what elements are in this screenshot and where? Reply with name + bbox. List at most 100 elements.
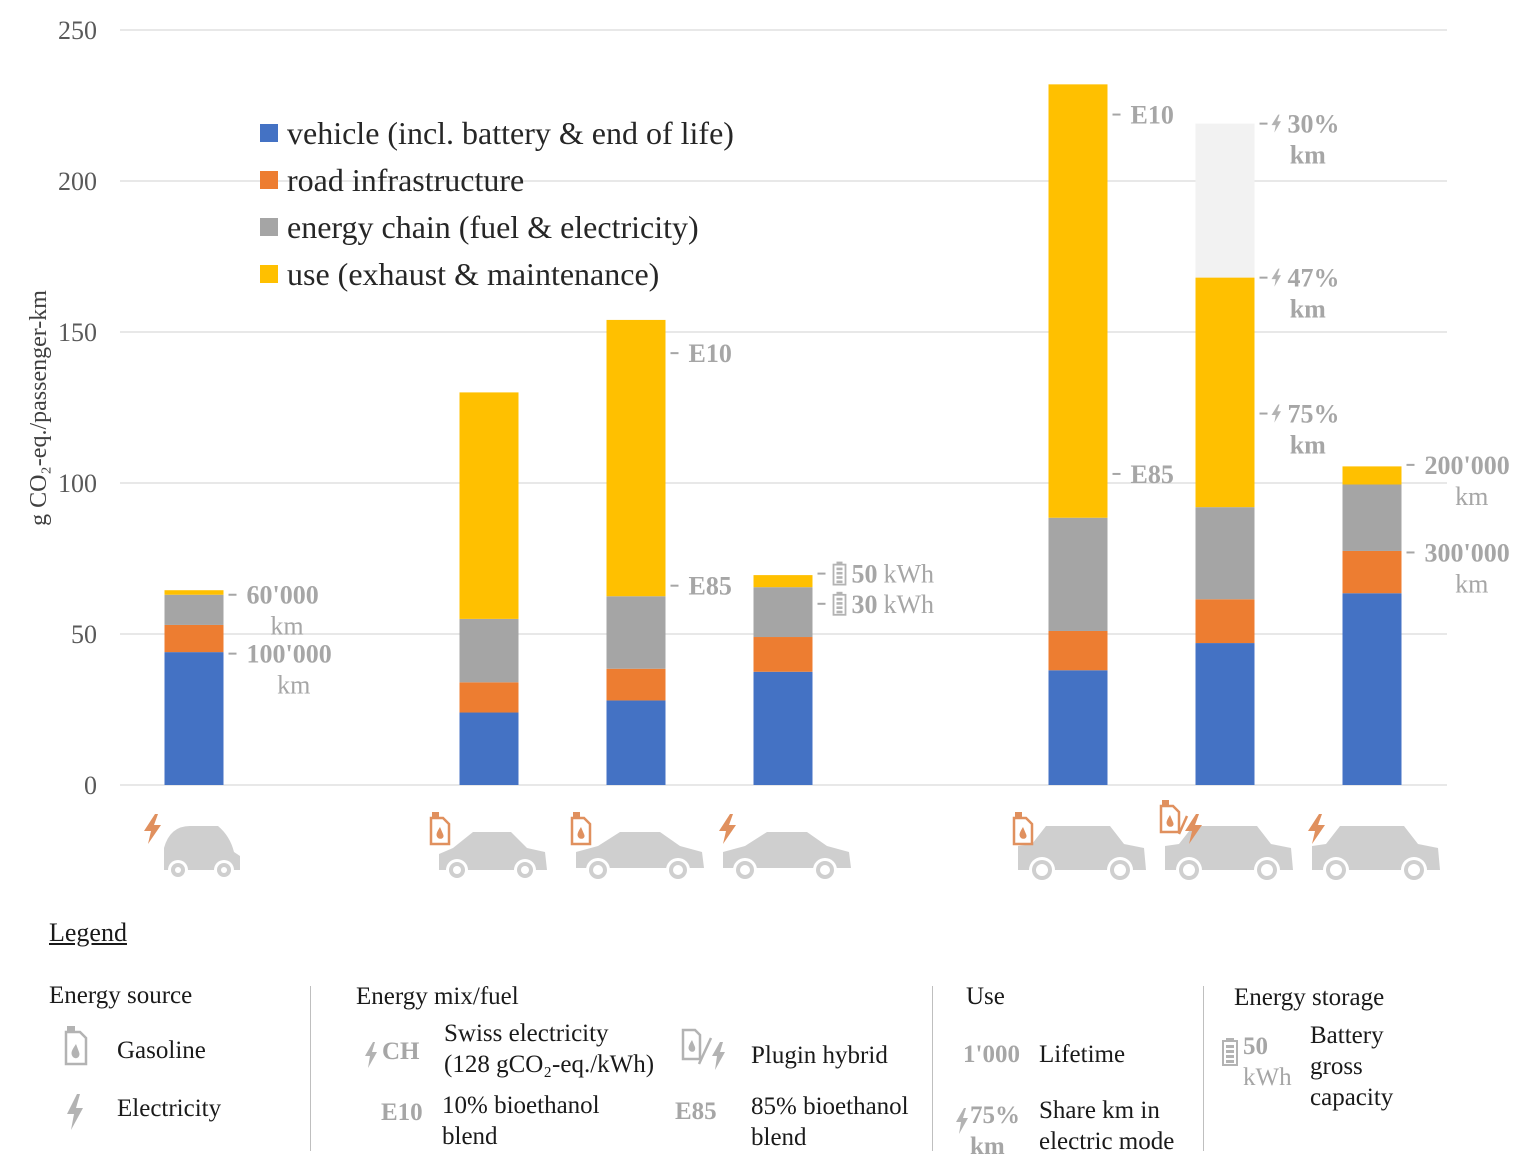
- storage-line3: capacity: [1310, 1084, 1394, 1111]
- annotation-label: 47%: [1288, 264, 1340, 293]
- swiss-electricity-line1: Swiss electricity: [444, 1020, 609, 1047]
- annotation-unit: km: [1290, 141, 1326, 170]
- e10-line2: blend: [442, 1123, 498, 1150]
- share-line1: Share km in: [1039, 1097, 1160, 1124]
- storage-line2: gross: [1310, 1053, 1363, 1080]
- gasoline-can-icon: [1012, 812, 1034, 846]
- e85-line2: blend: [751, 1124, 807, 1151]
- bar-segment: [1342, 550, 1402, 594]
- annotation-unit: kWh: [884, 560, 935, 589]
- annotation-label: 75%: [1288, 400, 1340, 429]
- e10-tag: E10: [381, 1099, 423, 1126]
- large-suv-icon: [1312, 826, 1440, 883]
- large-suv-icon: [1165, 826, 1293, 883]
- bar-segment: [1195, 599, 1255, 644]
- sedan-icon: [576, 832, 704, 882]
- legend-swatch: [260, 124, 278, 142]
- battery-icon: [832, 561, 847, 586]
- bar-segment: [606, 700, 666, 785]
- bar-segment: [164, 590, 224, 595]
- share-bolt-icon: [956, 1108, 968, 1134]
- legend-entry: use (exhaust & maintenance): [287, 256, 659, 292]
- annotation-unit: km: [1455, 482, 1488, 511]
- annotation-label: E85: [689, 572, 732, 601]
- lifetime-label: Lifetime: [1039, 1041, 1126, 1068]
- annotation-unit: km: [270, 612, 303, 641]
- battery-icon: [832, 591, 847, 616]
- e85-line1: 85% bioethanol: [751, 1093, 909, 1120]
- share-tag-value: 75%: [970, 1102, 1020, 1129]
- bar-segment: [1342, 466, 1402, 485]
- annotation-label: 100'000: [247, 640, 332, 669]
- bars: [164, 84, 1402, 785]
- slash: [1177, 815, 1189, 835]
- bar-segment: [164, 652, 224, 785]
- gasoline-can-icon: [1159, 800, 1181, 834]
- stacked-bar-chart: 0 50 100 150 200 250 g CO₂-eq./passenger-km 6…: [26, 16, 1510, 883]
- annotation-label: E85: [1131, 460, 1174, 489]
- gasoline-label: Gasoline: [117, 1037, 206, 1064]
- bar-segment: [1342, 593, 1402, 785]
- bar-segment: [1048, 630, 1108, 671]
- vehicle-icons: [144, 800, 1440, 883]
- small-car-icon: [164, 826, 240, 880]
- electricity-bolt-icon: [1308, 814, 1325, 844]
- share-line2: electric mode: [1039, 1128, 1175, 1155]
- compact-suv-icon: [439, 832, 547, 881]
- legend-swatch: [260, 218, 278, 236]
- legend-entry: road infrastructure: [287, 162, 524, 198]
- share-bolt-icon: [1271, 114, 1281, 133]
- bar-segment: [753, 671, 813, 785]
- e85-tag: E85: [675, 1098, 717, 1125]
- y-tick-label: 50: [71, 620, 97, 649]
- storage-line1: Battery: [1310, 1022, 1384, 1049]
- large-suv-icon: [1018, 826, 1146, 883]
- annotation-value: 30: [852, 590, 878, 619]
- annotation-unit: km: [1290, 431, 1326, 460]
- ch-tag: CH: [382, 1038, 420, 1065]
- plugin-hybrid-icon: [681, 1028, 725, 1070]
- legend-entry: vehicle (incl. battery & end of life): [287, 115, 734, 151]
- annotation-label: E10: [689, 339, 732, 368]
- series-legend: vehicle (incl. battery & end of life) roa…: [260, 115, 734, 292]
- bar-segment: [1048, 84, 1108, 518]
- legend-title: Legend: [49, 918, 127, 947]
- annotation-label: E10: [1131, 101, 1174, 130]
- use-heading: Use: [966, 983, 1005, 1010]
- bar-segment: [753, 575, 813, 588]
- e10-line1: 10% bioethanol: [442, 1092, 600, 1119]
- y-tick-label: 150: [58, 318, 97, 347]
- legend-panel: Legend Energy source Gasoline Electricit…: [0, 900, 1536, 1176]
- electricity-bolt-icon: [719, 814, 736, 844]
- annotation-label: 200'000: [1425, 451, 1510, 480]
- swiss-electricity-line2: (128 gCO₂-eq./kWh): [444, 1051, 655, 1078]
- y-axis-label: g CO₂-eq./passenger-km: [26, 290, 52, 526]
- annotation-unit: km: [1455, 569, 1488, 598]
- y-tick-label: 200: [58, 167, 97, 196]
- bar-segment: [1195, 507, 1255, 600]
- bar-segment: [1195, 643, 1255, 785]
- bar-segment: [1048, 670, 1108, 785]
- gasoline-can-icon: [570, 812, 592, 846]
- legend-entry: energy chain (fuel & electricity): [287, 209, 699, 245]
- bar-segment: [1048, 517, 1108, 631]
- share-bolt-icon: [1271, 268, 1281, 287]
- sedan-icon: [723, 832, 851, 882]
- electricity-bolt-icon: [144, 814, 161, 844]
- legend-swatch: [260, 265, 278, 283]
- bar-segment: [1342, 484, 1402, 551]
- share-tag-unit: km: [970, 1133, 1005, 1160]
- gasoline-can-icon: [429, 812, 451, 846]
- range-extension-bar: [1195, 123, 1255, 278]
- legend-swatch: [260, 171, 278, 189]
- electricity-bolt-icon: [1185, 814, 1202, 844]
- bar-segment: [459, 682, 519, 713]
- energy-mix-heading: Energy mix/fuel: [356, 983, 519, 1010]
- y-tick-label: 100: [58, 469, 97, 498]
- bar-segment: [753, 637, 813, 672]
- bar-segment: [753, 587, 813, 638]
- annotation-label: 300'000: [1425, 538, 1510, 567]
- storage-heading: Energy storage: [1234, 984, 1385, 1011]
- annotation-label: 60'000: [247, 581, 319, 610]
